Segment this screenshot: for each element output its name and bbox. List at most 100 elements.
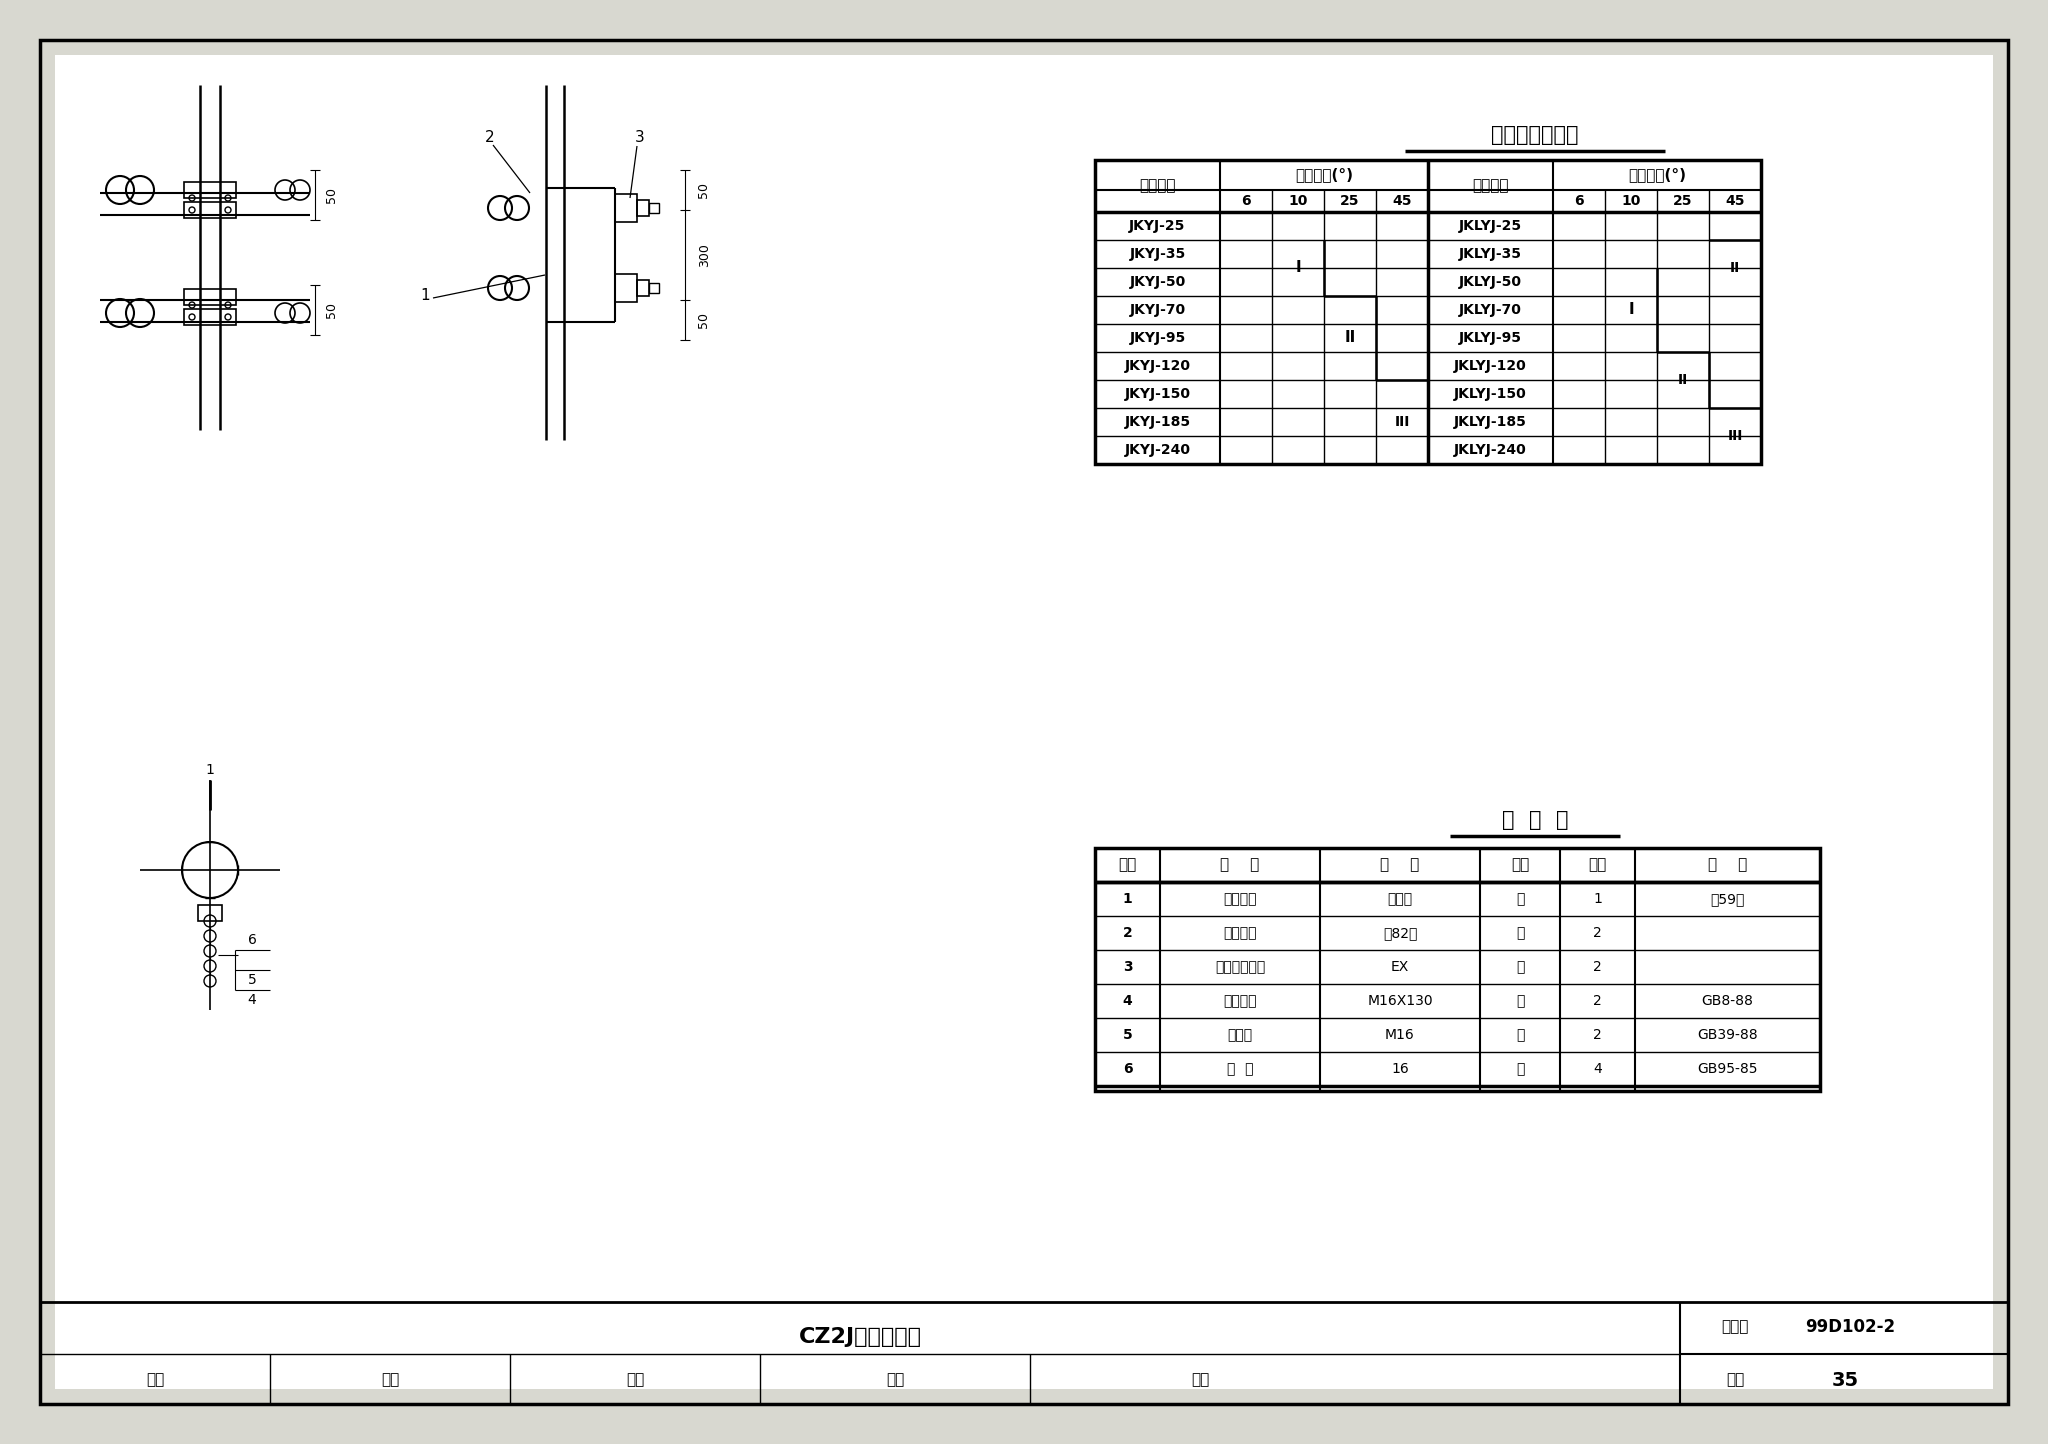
Text: M16: M16 (1384, 1028, 1415, 1043)
Text: III: III (1395, 414, 1409, 429)
Text: I: I (1294, 260, 1300, 276)
Text: JKYJ-70: JKYJ-70 (1128, 303, 1186, 318)
Text: 个: 个 (1516, 1028, 1524, 1043)
Text: 2: 2 (1122, 926, 1133, 940)
Text: 垫  圈: 垫 圈 (1227, 1061, 1253, 1076)
Text: 方螺母: 方螺母 (1227, 1028, 1253, 1043)
Text: 审核: 审核 (145, 1372, 164, 1388)
Text: JKYJ-240: JKYJ-240 (1124, 443, 1190, 456)
Text: 附    注: 附 注 (1708, 858, 1747, 872)
Text: 3: 3 (635, 130, 645, 146)
Text: 槽钢横担: 槽钢横担 (1223, 892, 1257, 905)
Bar (184, 309, 236, 325)
Text: 明  细  表: 明 细 表 (1501, 810, 1569, 830)
Text: JKLYJ-35: JKLYJ-35 (1458, 247, 1522, 261)
Text: 3: 3 (1122, 960, 1133, 975)
Text: 方头螺栓: 方头螺栓 (1223, 993, 1257, 1008)
Text: 设计: 设计 (627, 1372, 645, 1388)
Text: 2: 2 (1593, 1028, 1602, 1043)
Text: JKYJ-35: JKYJ-35 (1128, 247, 1186, 261)
Text: 10: 10 (1622, 193, 1640, 208)
Text: CZ2J横担组装图: CZ2J横担组装图 (799, 1327, 922, 1347)
Bar (184, 182, 236, 198)
Bar (649, 204, 659, 214)
Text: 99D102-2: 99D102-2 (1804, 1318, 1894, 1336)
Text: II: II (1677, 373, 1688, 387)
Text: I: I (1628, 302, 1634, 318)
Text: JKYJ-95: JKYJ-95 (1128, 331, 1186, 345)
Text: JKYJ-25: JKYJ-25 (1128, 219, 1186, 232)
Bar (199, 905, 221, 921)
Text: JKLYJ-150: JKLYJ-150 (1454, 387, 1528, 401)
Text: 1: 1 (1593, 892, 1602, 905)
Text: JKYJ-50: JKYJ-50 (1128, 274, 1186, 289)
Text: JKYJ-150: JKYJ-150 (1124, 387, 1190, 401)
Bar (184, 289, 236, 305)
Text: 校对: 校对 (381, 1372, 399, 1388)
Text: 序号: 序号 (1118, 858, 1137, 872)
Text: EX: EX (1391, 960, 1409, 975)
Text: III: III (1726, 429, 1743, 443)
Text: M16X130: M16X130 (1368, 993, 1434, 1008)
Bar (614, 274, 637, 302)
Text: 50: 50 (696, 312, 709, 328)
Text: 2: 2 (485, 130, 496, 146)
Text: 6: 6 (1122, 1061, 1133, 1076)
Text: 4: 4 (248, 993, 256, 1006)
Bar (1096, 160, 1761, 464)
Text: 1: 1 (1122, 892, 1133, 905)
Bar (614, 193, 637, 222)
Text: 4: 4 (1593, 1061, 1602, 1076)
Text: 50: 50 (696, 182, 709, 198)
Text: 45: 45 (1724, 193, 1745, 208)
Text: GB95-85: GB95-85 (1698, 1061, 1757, 1076)
Text: JKLYJ-95: JKLYJ-95 (1458, 331, 1522, 345)
Text: 5: 5 (1122, 1028, 1133, 1043)
Text: 1: 1 (420, 287, 430, 302)
Text: JKLYJ-50: JKLYJ-50 (1458, 274, 1522, 289)
Text: 槽钢抱箍: 槽钢抱箍 (1223, 926, 1257, 940)
Text: 45: 45 (1393, 193, 1411, 208)
Text: 个: 个 (1516, 1061, 1524, 1076)
Text: 4: 4 (1122, 993, 1133, 1008)
Text: 见上表: 见上表 (1386, 892, 1413, 905)
Text: 6: 6 (1241, 193, 1251, 208)
Text: 线路转角(°): 线路转角(°) (1628, 168, 1686, 182)
Text: 个: 个 (1516, 993, 1524, 1008)
Text: JKYJ-185: JKYJ-185 (1124, 414, 1190, 429)
Text: JKLYJ-25: JKLYJ-25 (1458, 219, 1522, 232)
Text: JKYJ-120: JKYJ-120 (1124, 360, 1190, 373)
Bar (637, 201, 649, 217)
Text: 根: 根 (1516, 892, 1524, 905)
Text: 25: 25 (1339, 193, 1360, 208)
Bar (649, 283, 659, 293)
Text: 图集号: 图集号 (1720, 1320, 1749, 1334)
Text: 规    格: 规 格 (1380, 858, 1419, 872)
Text: 制图: 制图 (887, 1372, 903, 1388)
Text: JKLYJ-240: JKLYJ-240 (1454, 443, 1528, 456)
Text: 300: 300 (698, 243, 711, 267)
Text: 个: 个 (1516, 960, 1524, 975)
Text: 6: 6 (1575, 193, 1583, 208)
Text: 见59页: 见59页 (1710, 892, 1745, 905)
Text: 线路转角(°): 线路转角(°) (1294, 168, 1354, 182)
Text: 见82页: 见82页 (1382, 926, 1417, 940)
Text: 槽钢横担选择表: 槽钢横担选择表 (1491, 126, 1579, 144)
Text: 6: 6 (248, 933, 256, 947)
Text: 数量: 数量 (1589, 858, 1606, 872)
Text: 导线规格: 导线规格 (1139, 179, 1176, 193)
Text: 2: 2 (1593, 993, 1602, 1008)
Bar (184, 202, 236, 218)
Text: 页号: 页号 (1726, 1372, 1745, 1388)
Text: JKLYJ-70: JKLYJ-70 (1458, 303, 1522, 318)
Text: 50: 50 (326, 302, 338, 318)
Text: 10: 10 (1288, 193, 1309, 208)
Text: 导线规格: 导线规格 (1473, 179, 1509, 193)
Text: 25: 25 (1673, 193, 1694, 208)
Text: 1: 1 (205, 762, 215, 777)
Text: GB39-88: GB39-88 (1698, 1028, 1757, 1043)
Text: 5: 5 (248, 973, 256, 988)
Text: 付: 付 (1516, 926, 1524, 940)
Text: 2: 2 (1593, 926, 1602, 940)
Text: 2: 2 (1593, 960, 1602, 975)
